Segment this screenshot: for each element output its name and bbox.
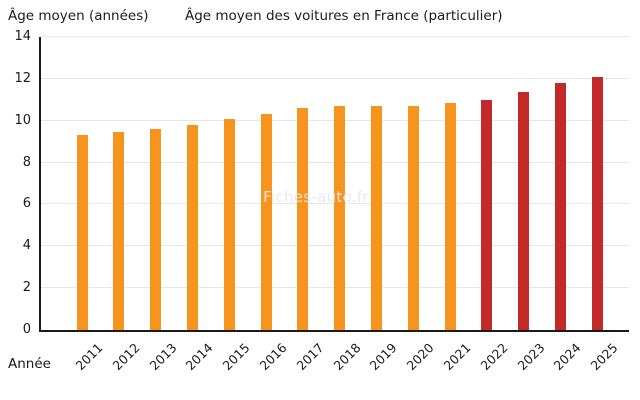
bar-2013 [150,129,162,330]
bar-2024 [554,83,566,330]
x-axis-title: Année [8,356,51,372]
plot-area [39,36,629,332]
bar-2012 [113,132,125,330]
y-tick-label-10: 10 [14,112,31,128]
y-tick-label-4: 4 [22,238,31,254]
gridline-12 [41,77,629,79]
bar-2025 [591,76,603,330]
y-tick-label-14: 14 [14,29,31,44]
bar-2018 [334,106,346,330]
bar-2016 [260,114,272,330]
bar-2014 [186,124,198,330]
y-axis-title: Âge moyen (années) [8,8,149,24]
bar-2023 [518,92,530,330]
bar-2020 [407,106,419,330]
bar-2017 [297,108,309,330]
gridline-14 [41,36,629,37]
y-tick-label-0: 0 [22,322,31,337]
y-tick-label-8: 8 [22,154,31,170]
chart-title: Âge moyen des voitures en France (partic… [185,8,503,24]
bar-2011 [76,135,88,330]
y-tick-label-6: 6 [22,196,31,212]
watermark: Fiches-auto.fr [263,188,369,206]
bar-2015 [223,118,235,330]
bar-2022 [481,99,493,330]
bar-2021 [444,102,456,330]
bar-2019 [370,106,382,330]
y-tick-label-12: 12 [14,70,31,86]
y-tick-label-2: 2 [22,280,31,296]
